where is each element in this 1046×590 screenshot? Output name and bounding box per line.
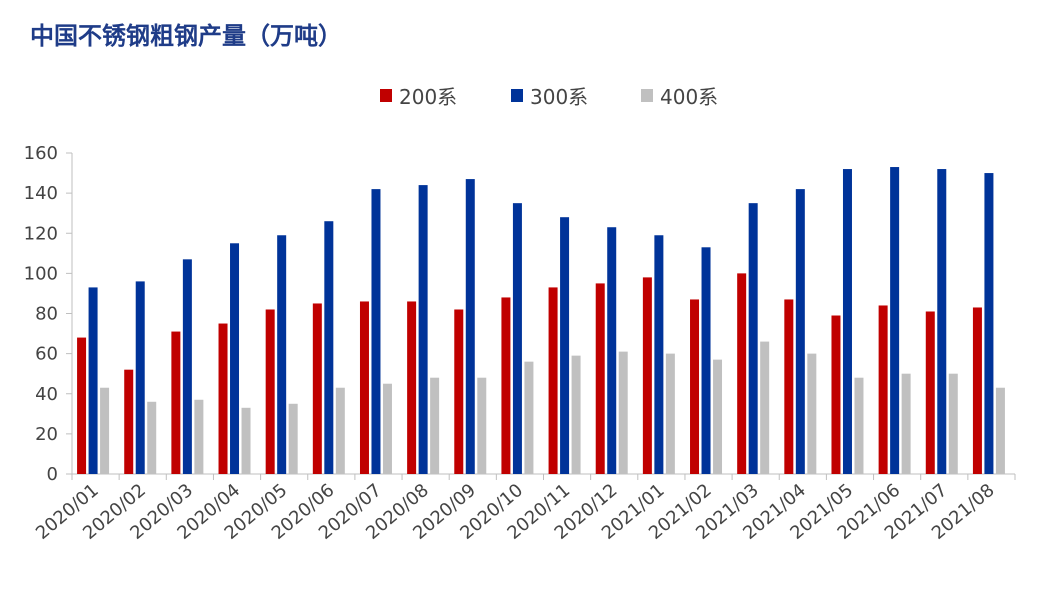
bar-300系-2021/03 [748, 203, 758, 474]
y-tick-label: 100 [24, 263, 58, 284]
bar-200系-2021/08 [972, 307, 982, 474]
bar-300系-2020/09 [465, 179, 475, 475]
bar-200系-2021/04 [784, 299, 794, 474]
bar-400系-2020/11 [571, 355, 581, 474]
bar-300系-2020/01 [88, 287, 98, 474]
bar-400系-2020/01 [100, 387, 110, 474]
bar-400系-2021/04 [807, 353, 817, 474]
bar-400系-2021/05 [854, 377, 864, 474]
y-tick-label: 80 [35, 304, 58, 325]
legend-label: 200系 [399, 85, 457, 109]
bar-300系-2021/04 [795, 189, 805, 475]
bar-300系-2021/02 [701, 247, 711, 474]
y-tick-label: 160 [24, 143, 58, 164]
bar-200系-2020/08 [407, 301, 417, 474]
bar-200系-2021/03 [737, 273, 747, 474]
bar-300系-2020/12 [607, 227, 617, 474]
bar-400系-2021/03 [760, 341, 770, 474]
y-tick-label: 140 [24, 183, 58, 204]
y-tick-label: 40 [35, 384, 58, 405]
bar-400系-2020/05 [288, 403, 298, 474]
bar-200系-2021/05 [831, 315, 841, 474]
bar-200系-2020/02 [124, 369, 134, 474]
legend-label: 400系 [660, 85, 718, 109]
y-tick-label: 0 [47, 464, 58, 485]
bar-300系-2020/07 [371, 189, 381, 475]
y-tick-label: 60 [35, 344, 58, 365]
bar-400系-2021/07 [948, 373, 958, 474]
bar-200系-2021/01 [642, 277, 652, 474]
bar-300系-2020/04 [230, 243, 240, 474]
bar-400系-2021/06 [901, 373, 911, 474]
bar-300系-2020/03 [182, 259, 192, 474]
bar-300系-2021/06 [890, 167, 900, 474]
bar-300系-2021/08 [984, 173, 994, 474]
y-axis: 0 20 40 60 80 100 120 140 160 [24, 143, 73, 485]
bar-200系-2020/03 [171, 331, 181, 474]
bar-400系-2020/06 [335, 387, 345, 474]
bar-300系-2021/07 [937, 169, 947, 475]
bar-300系-2020/10 [512, 203, 522, 474]
bar-400系-2020/02 [147, 401, 157, 474]
legend-swatch [380, 89, 392, 102]
bar-300系-2021/01 [654, 235, 664, 474]
bar-200系-2020/01 [77, 337, 87, 474]
bar-400系-2020/03 [194, 399, 204, 474]
y-tick-label: 120 [24, 223, 58, 244]
legend-swatch [641, 89, 653, 102]
bar-200系-2020/05 [265, 309, 275, 474]
bar-200系-2021/02 [690, 299, 700, 474]
bar-200系-2020/09 [454, 309, 464, 474]
bar-400系-2020/08 [430, 377, 440, 474]
bar-200系-2020/11 [548, 287, 558, 474]
bars [77, 167, 1005, 475]
bar-400系-2021/01 [665, 353, 675, 474]
x-axis: 2020/012020/022020/032020/042020/052020/… [32, 473, 1016, 544]
bar-400系-2021/08 [995, 387, 1005, 474]
bar-200系-2020/07 [359, 301, 369, 474]
bar-300系-2020/08 [418, 185, 428, 474]
bar-400系-2020/12 [618, 351, 628, 474]
legend: 200系 300系 400系 [380, 85, 718, 109]
bar-400系-2021/02 [713, 359, 723, 474]
bar-200系-2020/12 [595, 283, 605, 474]
legend-label: 300系 [530, 85, 588, 109]
bar-200系-2020/04 [218, 323, 228, 474]
bar-200系-2021/06 [878, 305, 888, 474]
bar-200系-2021/07 [925, 311, 935, 474]
bar-400系-2020/07 [382, 383, 392, 474]
y-tick-label: 20 [35, 424, 58, 445]
bar-300系-2020/05 [277, 235, 287, 474]
bar-400系-2020/10 [524, 361, 534, 474]
bar-300系-2021/05 [842, 169, 852, 475]
bar-300系-2020/06 [324, 221, 334, 474]
bar-400系-2020/04 [241, 407, 251, 474]
chart-title: 中国不锈钢粗钢产量（万吨） [30, 21, 342, 50]
bar-300系-2020/02 [135, 281, 145, 474]
bar-400系-2020/09 [477, 377, 487, 474]
bar-200系-2020/06 [312, 303, 322, 474]
bar-200系-2020/10 [501, 297, 511, 474]
legend-swatch [511, 89, 523, 102]
bar-300系-2020/11 [560, 217, 570, 474]
